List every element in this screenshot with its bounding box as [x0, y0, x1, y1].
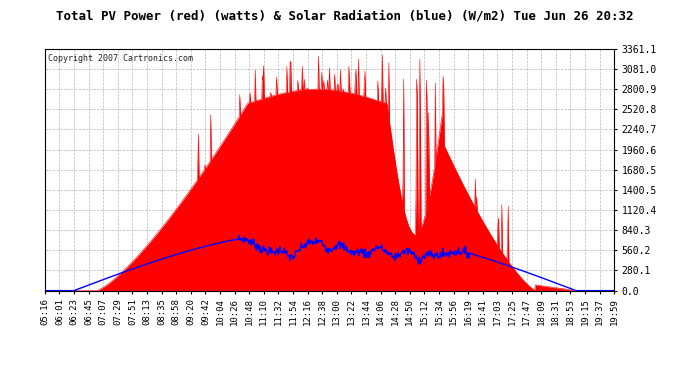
Text: Copyright 2007 Cartronics.com: Copyright 2007 Cartronics.com: [48, 54, 193, 63]
Text: Total PV Power (red) (watts) & Solar Radiation (blue) (W/m2) Tue Jun 26 20:32: Total PV Power (red) (watts) & Solar Rad…: [57, 9, 633, 22]
